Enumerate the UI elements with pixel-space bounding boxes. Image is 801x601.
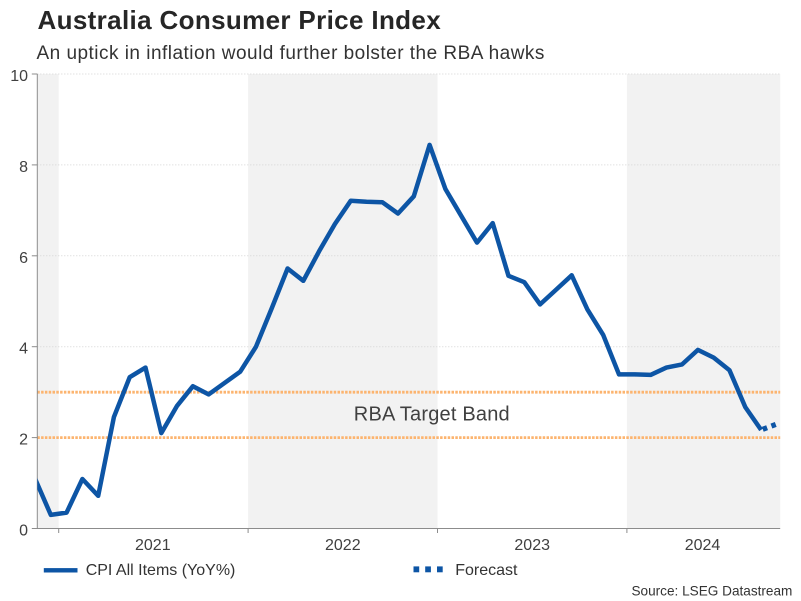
svg-text:0: 0: [19, 523, 28, 540]
svg-text:2022: 2022: [325, 537, 361, 554]
svg-text:4: 4: [19, 341, 28, 358]
svg-text:2023: 2023: [514, 537, 550, 554]
svg-text:Australia Consumer Price Index: Australia Consumer Price Index: [38, 5, 442, 35]
svg-text:2024: 2024: [685, 537, 721, 554]
svg-text:6: 6: [19, 250, 28, 267]
svg-text:8: 8: [19, 159, 28, 176]
svg-text:Source: LSEG Datastream: Source: LSEG Datastream: [631, 584, 792, 599]
svg-text:Forecast: Forecast: [455, 562, 518, 579]
svg-text:An uptick in inflation would f: An uptick in inflation would further bol…: [37, 43, 545, 64]
svg-text:2021: 2021: [135, 537, 171, 554]
svg-text:RBA Target Band: RBA Target Band: [354, 404, 510, 426]
svg-text:2: 2: [19, 432, 28, 449]
svg-text:10: 10: [10, 68, 28, 85]
svg-text:CPI All Items (YoY%): CPI All Items (YoY%): [86, 562, 236, 579]
